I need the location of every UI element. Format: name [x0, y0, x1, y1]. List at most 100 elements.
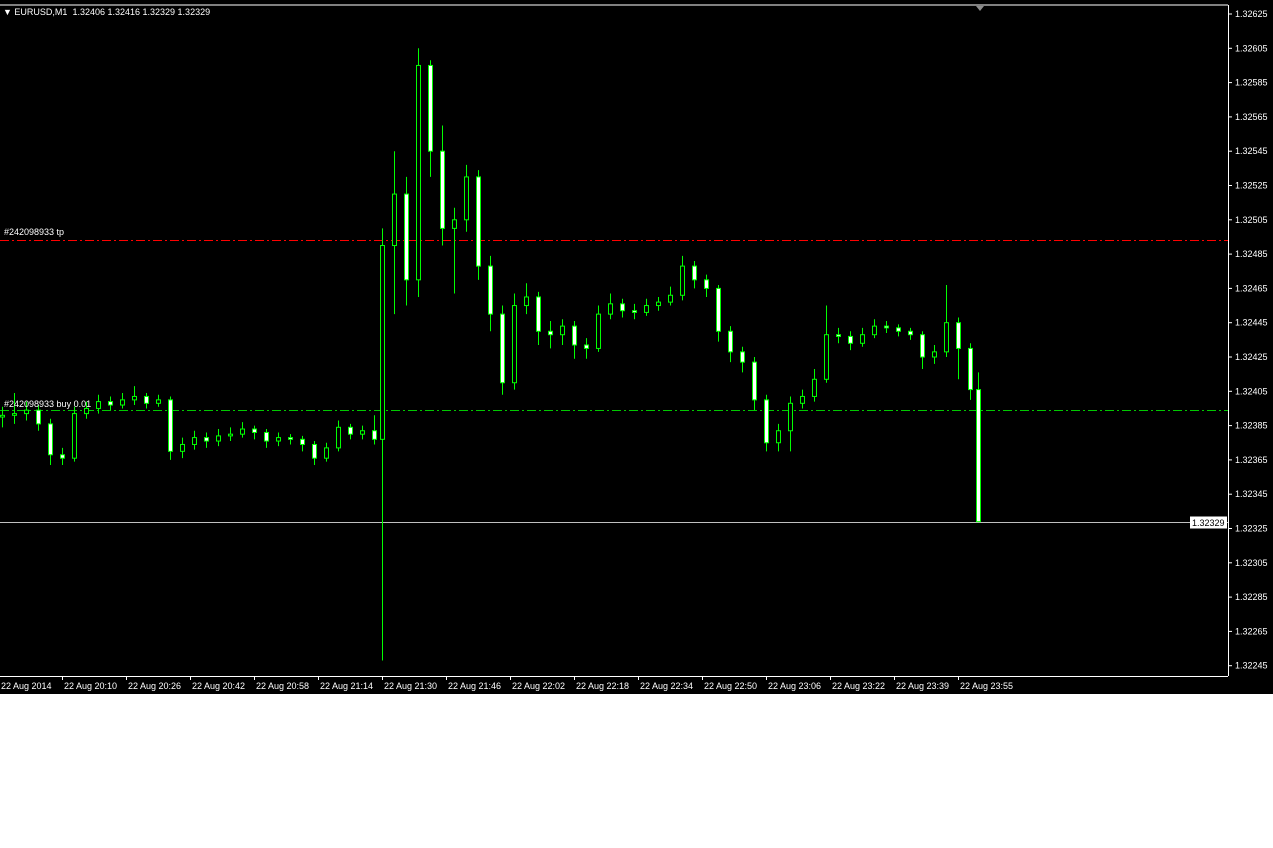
candle-body [728, 330, 733, 353]
candle-body [548, 330, 553, 336]
candle-body [500, 313, 505, 384]
chart-window[interactable]: 1.32625 1.32605 1.32585 1.32565 1.32545 1.325… [0, 0, 1273, 694]
candle-body [908, 330, 913, 336]
candle-body [968, 347, 973, 391]
candle-body [848, 335, 853, 344]
candle-body [96, 401, 101, 409]
candle-body [608, 303, 613, 315]
tp-line-label: #242098933 tp [4, 227, 65, 237]
candle-body [668, 294, 673, 303]
ohlc-readout: 1.32406 1.32416 1.32329 1.32329 [72, 7, 211, 17]
candlestick-chart[interactable]: 1.32625 1.32605 1.32585 1.32565 1.32545 1.325… [0, 0, 1273, 694]
x-tick-label: 22 Aug 23:39 [896, 681, 949, 691]
candle-body [380, 245, 385, 440]
chart-shift-marker-icon[interactable] [976, 6, 984, 11]
candle-body [464, 176, 469, 221]
candle-body [60, 454, 65, 459]
candle-body [240, 428, 245, 435]
candle-body [288, 437, 293, 440]
candle-body [324, 447, 329, 459]
candle-body [404, 193, 409, 281]
candle-body [692, 265, 697, 281]
y-tick-label: 1.32305 [1235, 558, 1268, 568]
candle-body [836, 334, 841, 337]
candle-body [596, 313, 601, 349]
chart-header: ▼ EURUSD,M1 1.32406 1.32416 1.32329 1.32… [3, 7, 210, 17]
y-tick-label: 1.32465 [1235, 283, 1268, 293]
symbol-label: EURUSD,M1 [14, 7, 68, 17]
x-tick-label: 22 Aug 21:30 [384, 681, 437, 691]
candle-body [656, 301, 661, 307]
candle-body [776, 430, 781, 444]
candle-body [920, 334, 925, 358]
x-tick-label: 22 Aug 23:22 [832, 681, 885, 691]
y-tick-label: 1.32505 [1235, 215, 1268, 225]
x-tick-label: 22 Aug 20:42 [192, 681, 245, 691]
y-tick-label: 1.32425 [1235, 352, 1268, 362]
y-tick-label: 1.32365 [1235, 455, 1268, 465]
candle-body [536, 296, 541, 332]
candle-body [956, 322, 961, 349]
y-tick-label: 1.32385 [1235, 421, 1268, 431]
candle-body [572, 325, 577, 346]
candle-body [12, 413, 17, 416]
y-tick-label: 1.32345 [1235, 489, 1268, 499]
candle-body [48, 423, 53, 456]
candle-body [584, 344, 589, 349]
candle-body [36, 409, 41, 425]
y-tick-label: 1.32485 [1235, 249, 1268, 259]
candle-body [976, 389, 981, 523]
bid-price-box [1190, 516, 1227, 529]
candle-body [440, 150, 445, 229]
candle-body [416, 64, 421, 281]
candle-body [264, 431, 269, 442]
candle-body [512, 305, 517, 384]
x-tick-label: 22 Aug 21:46 [448, 681, 501, 691]
candle-body [800, 395, 805, 404]
y-tick-label: 1.32325 [1235, 524, 1268, 534]
x-tick-label: 22 Aug 23:06 [768, 681, 821, 691]
dropdown-triangle-icon[interactable]: ▼ [3, 7, 15, 17]
candle-body [788, 402, 793, 432]
candle-body [632, 310, 637, 313]
candle-body [476, 176, 481, 267]
y-tick-label: 1.32525 [1235, 181, 1268, 191]
y-tick-label: 1.32625 [1235, 9, 1268, 19]
y-tick-label: 1.32285 [1235, 592, 1268, 602]
x-tick-label: 22 Aug 20:58 [256, 681, 309, 691]
candle-body [944, 322, 949, 353]
candle-body [704, 279, 709, 289]
candle-body [312, 443, 317, 459]
bid-price-label: 1.32329 [1192, 518, 1225, 528]
candle-body [180, 443, 185, 452]
x-tick-label: 22 Aug 22:50 [704, 681, 757, 691]
candle-body [72, 413, 77, 459]
candle-body [392, 193, 397, 247]
candle-body [108, 401, 113, 406]
x-tick-label: 22 Aug 20:26 [128, 681, 181, 691]
candle-body [0, 414, 5, 418]
candle-body [336, 426, 341, 449]
y-tick-label: 1.32445 [1235, 318, 1268, 328]
candle-body [680, 265, 685, 296]
candle-body [228, 433, 233, 437]
y-tick-label: 1.32245 [1235, 661, 1268, 671]
candle-body [884, 325, 889, 329]
candle-body [276, 437, 281, 442]
candle-body [24, 409, 29, 415]
candle-body [168, 399, 173, 452]
y-tick-label: 1.32565 [1235, 112, 1268, 122]
candle-body [132, 395, 137, 401]
buy-line-label: #242098933 buy 0.01 [4, 399, 92, 409]
y-tick-label: 1.32605 [1235, 43, 1268, 53]
candle-body [524, 296, 529, 307]
candle-body [452, 219, 457, 229]
candle-body [84, 407, 89, 415]
x-tick-label: 22 Aug 2014 [1, 681, 52, 691]
candle-body [644, 305, 649, 313]
candle-body [560, 325, 565, 336]
candle-body [872, 325, 877, 336]
candle-body [752, 361, 757, 401]
x-tick-label: 22 Aug 22:18 [576, 681, 629, 691]
y-tick-label: 1.32585 [1235, 78, 1268, 88]
